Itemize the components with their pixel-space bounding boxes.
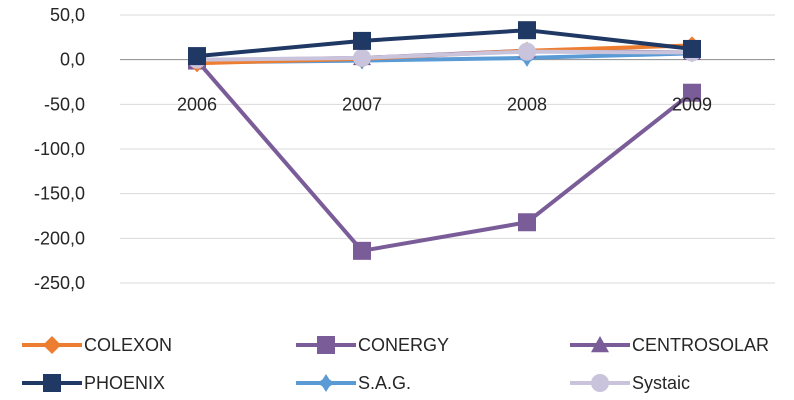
series-line: [196, 28, 693, 59]
y-tick-label: -100,0: [34, 139, 85, 159]
y-tick-label: 50,0: [50, 5, 85, 25]
marker-circle: [353, 48, 371, 67]
y-axis-tick-labels: 50,0 0,0 -50,0 -100,0 -150,0 -200,0 -250,0: [34, 5, 85, 293]
marker-square: [188, 47, 206, 66]
series-conergy: [188, 51, 701, 260]
series-lines: [188, 21, 701, 260]
marker-square: [43, 374, 61, 392]
marker-triangle: [591, 336, 609, 353]
legend-label: Systaic: [632, 373, 690, 393]
legend-label: COLEXON: [84, 335, 172, 355]
marker-star: [317, 374, 335, 392]
marker-square: [317, 336, 335, 354]
x-category-label: 2007: [342, 94, 382, 114]
marker-square: [683, 39, 701, 58]
y-tick-label: -50,0: [44, 94, 85, 114]
legend-item: CENTROSOLAR: [570, 335, 769, 355]
marker-square: [353, 241, 371, 260]
marker-square: [353, 31, 371, 50]
legend: COLEXON CONERGY CENTROSOLAR PHOENIX S.A.G. Sy…: [22, 335, 769, 393]
y-tick-label: -200,0: [34, 228, 85, 248]
legend-label: CENTROSOLAR: [632, 335, 769, 355]
y-tick-label: 0,0: [60, 50, 85, 70]
x-axis-category-labels: 2006 2007 2008 2009: [177, 94, 712, 114]
y-tick-label: -250,0: [34, 273, 85, 293]
series-line: [195, 59, 694, 253]
series-line: [196, 49, 693, 62]
marker-circle: [518, 42, 536, 61]
y-tick-label: -150,0: [34, 184, 85, 204]
legend-item: COLEXON: [22, 335, 172, 355]
series-phoenix: [188, 21, 701, 66]
legend-label: CONERGY: [358, 335, 449, 355]
legend-item: S.A.G.: [296, 373, 411, 393]
marker-square: [518, 21, 536, 40]
marker-square: [518, 213, 536, 232]
legend-item: CONERGY: [296, 335, 449, 355]
marker-square: [683, 83, 701, 102]
legend-label: S.A.G.: [358, 373, 411, 393]
legend-item: PHOENIX: [22, 373, 165, 393]
legend-label: PHOENIX: [84, 373, 165, 393]
marker-circle: [591, 374, 609, 392]
legend-item: Systaic: [570, 373, 690, 393]
x-category-label: 2006: [177, 94, 217, 114]
x-category-label: 2009: [672, 94, 712, 114]
marker-diamond: [43, 336, 61, 354]
x-category-label: 2008: [507, 94, 547, 114]
